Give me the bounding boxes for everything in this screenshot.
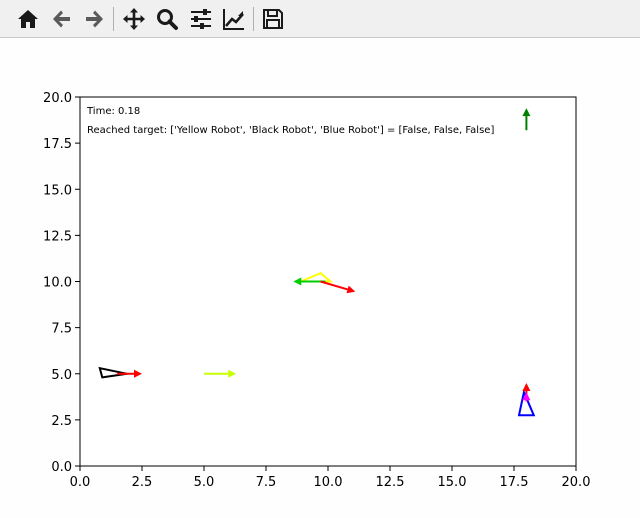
x-tick-label: 5.0 <box>194 475 215 490</box>
x-tick-label: 0.0 <box>70 475 91 490</box>
configure-subplots-button[interactable] <box>186 4 216 34</box>
x-tick-label: 12.5 <box>376 475 405 490</box>
y-tick-label: 7.5 <box>51 322 72 337</box>
velocity-arrow <box>320 280 356 294</box>
pan-button[interactable] <box>119 4 149 34</box>
zoom-button[interactable] <box>152 4 182 34</box>
forward-button[interactable] <box>79 4 109 34</box>
floppy-disk-icon <box>263 9 283 29</box>
reached-target-annotation: Reached target: ['Yellow Robot', 'Black … <box>87 125 494 136</box>
y-tick-label: 17.5 <box>43 137 72 152</box>
toolbar-separator <box>253 7 254 31</box>
move-icon <box>123 8 145 30</box>
y-tick-label: 12.5 <box>43 229 72 244</box>
y-tick-label: 15.0 <box>43 183 72 198</box>
velocity-arrow <box>117 369 142 378</box>
robot-triangle <box>98 366 128 379</box>
toolbar <box>0 0 640 38</box>
plot-canvas[interactable]: 0.0 2.5 5.0 7.5 10.0 12.5 15.0 17.5 20.0 0.0 2.5 5.… <box>0 38 640 518</box>
velocity-arrow <box>522 392 531 402</box>
x-tick-label: 2.5 <box>132 475 153 490</box>
x-tick-label: 17.5 <box>500 475 529 490</box>
y-tick-label: 10.0 <box>43 276 72 291</box>
velocity-arrow <box>204 369 237 378</box>
x-tick-label: 15.0 <box>438 475 467 490</box>
edit-axes-button[interactable] <box>219 4 249 34</box>
y-tick-label: 2.5 <box>51 414 72 429</box>
y-tick-label: 5.0 <box>51 368 72 383</box>
plot-marks <box>98 108 536 417</box>
chart-line-icon <box>223 9 244 30</box>
y-tick-label: 0.0 <box>51 460 72 475</box>
y-tick-label: 20.0 <box>43 91 72 106</box>
sliders-icon <box>191 9 211 29</box>
robot-triangle <box>517 388 536 417</box>
x-tick-label: 10.0 <box>314 475 343 490</box>
x-tick-label: 20.0 <box>562 475 591 490</box>
velocity-arrow <box>522 108 531 131</box>
home-button[interactable] <box>13 4 43 34</box>
time-annotation: Time: 0.18 <box>86 106 140 117</box>
arrow-left-icon <box>53 10 70 28</box>
arrow-right-icon <box>86 10 103 28</box>
axis-ticks: 0.0 2.5 5.0 7.5 10.0 12.5 15.0 17.5 20.0 0.0 2.5 5.… <box>43 91 590 490</box>
x-tick-label: 7.5 <box>256 475 277 490</box>
magnifier-icon <box>157 9 178 30</box>
back-button[interactable] <box>47 4 77 34</box>
toolbar-separator <box>113 7 114 31</box>
home-icon <box>18 10 38 28</box>
save-button[interactable] <box>258 4 288 34</box>
